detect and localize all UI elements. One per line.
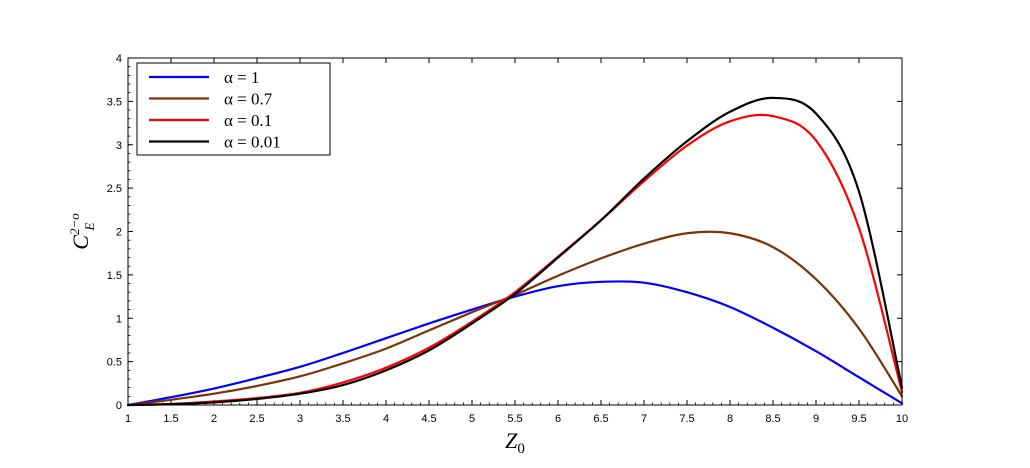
- legend-label-2: α = 0.7: [224, 90, 273, 109]
- series-line-4: [126, 96, 904, 407]
- x-axis-title-main: Z: [505, 428, 518, 453]
- x-tick-label: 9: [813, 413, 819, 425]
- x-tick-label: 5: [469, 413, 475, 425]
- y-tick-label: 3: [116, 140, 122, 152]
- x-tick-label: 9.5: [851, 413, 866, 425]
- x-tick-label: 6.5: [593, 413, 608, 425]
- plot-frame: [127, 57, 903, 406]
- x-axis-title-sub: 0: [517, 441, 525, 457]
- series-line-1: [126, 280, 904, 407]
- y-axis-title-sup: 2−o: [67, 213, 82, 235]
- y-tick-label: 0.5: [107, 357, 122, 369]
- legend-label-1: α = 1: [224, 68, 260, 87]
- series-line-3: [126, 113, 904, 407]
- y-tick-label: 3.5: [107, 96, 122, 108]
- x-tick-label: 8: [727, 413, 733, 425]
- x-tick-label: 4: [383, 413, 389, 425]
- y-tick-label: 1.5: [107, 270, 122, 282]
- y-tick-label: 1: [116, 313, 122, 325]
- legend-box: [136, 62, 331, 156]
- x-tick-label: 8.5: [765, 413, 780, 425]
- x-tick-label: 3.5: [335, 413, 350, 425]
- x-tick-label: 5.5: [507, 413, 522, 425]
- y-tick-label: 2.5: [107, 183, 122, 195]
- y-tick-label: 4: [116, 53, 122, 65]
- x-tick-label: 7: [641, 413, 647, 425]
- x-tick-label: 1.5: [163, 413, 178, 425]
- x-tick-label: 2.5: [249, 413, 264, 425]
- y-tick-label: 2: [116, 227, 122, 239]
- y-axis-title-main: C: [68, 235, 93, 250]
- x-tick-label: 2: [211, 413, 217, 425]
- y-axis-title: C2−o: [67, 213, 93, 250]
- legend-label-3: α = 0.1: [224, 111, 272, 130]
- x-tick-label: 4.5: [421, 413, 436, 425]
- y-axis-title-sub: E: [82, 223, 97, 232]
- legend: α = 1 α = 0.7 α = 0.1 α = 0.01: [136, 62, 331, 156]
- y-tick-label: 0: [116, 400, 122, 412]
- series-lines: [126, 96, 904, 407]
- x-tick-label: 6: [555, 413, 561, 425]
- x-tick-label: 1: [125, 413, 131, 425]
- x-axis-title: Z0: [505, 428, 525, 457]
- x-tick-label: 7.5: [679, 413, 694, 425]
- series-line-2: [126, 230, 904, 407]
- x-tick-label: 10: [896, 413, 908, 425]
- x-tick-label: 3: [297, 413, 303, 425]
- legend-label-4: α = 0.01: [224, 133, 281, 152]
